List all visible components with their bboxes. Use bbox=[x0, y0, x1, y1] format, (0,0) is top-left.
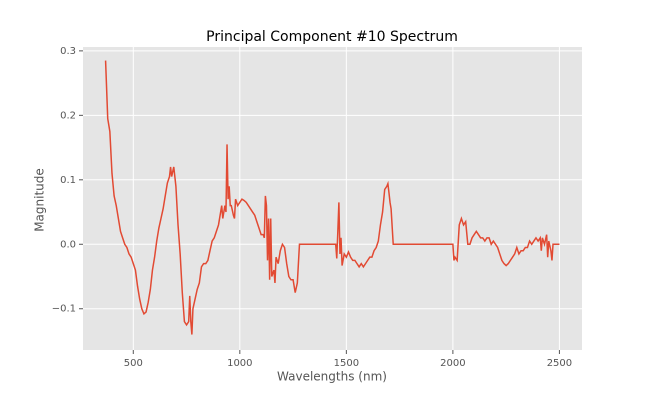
y-tick-label: 0.0 bbox=[60, 239, 76, 250]
x-axis-label: Wavelengths (nm) bbox=[277, 370, 387, 384]
y-tick-label: 0.1 bbox=[60, 175, 76, 186]
x-tick-label: 500 bbox=[124, 358, 143, 369]
x-tick-label: 2500 bbox=[547, 358, 572, 369]
chart-title: Principal Component #10 Spectrum bbox=[206, 29, 458, 45]
y-tick-label: 0.2 bbox=[60, 110, 76, 121]
x-tick-label: 1500 bbox=[334, 358, 359, 369]
y-axis-label: Magnitude bbox=[33, 168, 47, 232]
data-line bbox=[104, 60, 560, 335]
y-tick-label: −0.1 bbox=[52, 304, 76, 315]
x-tick-label: 1000 bbox=[227, 358, 252, 369]
plot-area bbox=[83, 47, 582, 350]
y-tick-label: 0.3 bbox=[60, 46, 76, 57]
x-tick-label: 2000 bbox=[440, 358, 465, 369]
